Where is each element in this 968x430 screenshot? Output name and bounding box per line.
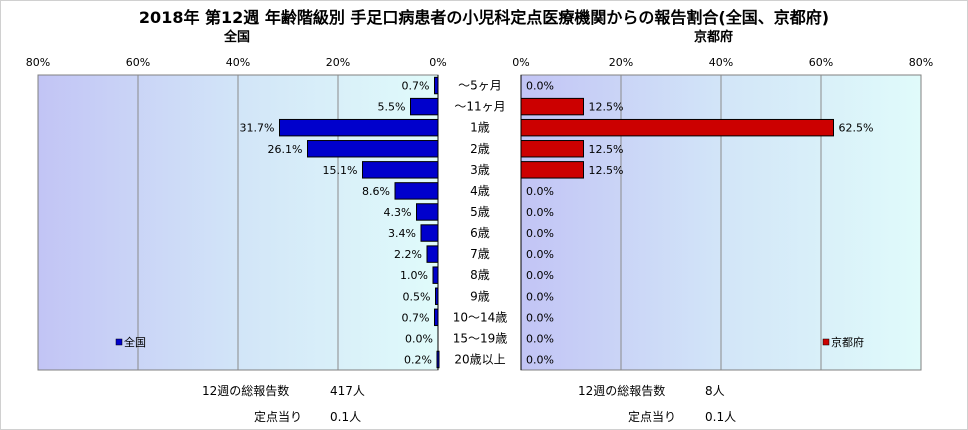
- kyoto-total-value: 8人: [705, 384, 725, 398]
- kyoto-data-label: 12.5%: [589, 164, 624, 177]
- national-data-label: 0.5%: [403, 290, 431, 303]
- kyoto-data-label: 12.5%: [589, 101, 624, 114]
- national-tick-label: 40%: [226, 56, 250, 69]
- national-bar: [434, 308, 439, 327]
- kyoto-bar: [520, 118, 834, 137]
- category-label: 4歳: [470, 184, 490, 198]
- category-label: 15～19歳: [453, 331, 508, 345]
- national-tick-label: 0%: [429, 56, 446, 69]
- national-data-label: 0.7%: [402, 80, 430, 93]
- category-label: ～11ヶ月: [454, 100, 505, 114]
- kyoto-data-label: 0.0%: [526, 185, 554, 198]
- kyoto-bar: [520, 140, 584, 158]
- category-label: 10～14歳: [453, 310, 508, 324]
- national-bar: [435, 287, 439, 305]
- national-bar: [279, 118, 439, 137]
- kyoto-legend-label: 京都府: [831, 335, 864, 349]
- kyoto-tick-label: 0%: [512, 56, 529, 69]
- national-data-label: 1.0%: [400, 269, 428, 282]
- national-data-label: 31.7%: [240, 122, 275, 135]
- national-total-value: 417人: [330, 384, 365, 398]
- category-label: 2歳: [470, 142, 490, 156]
- national-bar: [426, 245, 439, 263]
- national-tick-label: 60%: [126, 56, 150, 69]
- kyoto-bar: [520, 97, 584, 116]
- kyoto-tick-label: 20%: [609, 56, 633, 69]
- kyoto-tick-label: 80%: [909, 56, 933, 69]
- category-label: 9歳: [470, 289, 490, 303]
- chart-title: 2018年 第12週 年齢階級別 手足口病患者の小児科定点医療機関からの報告割合…: [138, 8, 830, 27]
- category-label: ～5ヶ月: [458, 79, 502, 93]
- national-bar: [436, 350, 440, 369]
- kyoto-per-value: 0.1人: [705, 410, 737, 424]
- national-bar: [410, 97, 439, 116]
- national-per-value: 0.1人: [330, 410, 362, 424]
- national-bar: [362, 161, 439, 179]
- national-bar: [394, 182, 439, 200]
- national-bar: [432, 266, 439, 284]
- kyoto-data-label: 0.0%: [526, 227, 554, 240]
- kyoto-data-label: 12.5%: [589, 143, 624, 156]
- kyoto-bar: [520, 161, 584, 179]
- kyoto-data-label: 0.0%: [526, 332, 554, 345]
- kyoto-data-label: 0.0%: [526, 269, 554, 282]
- kyoto-per-label: 定点当り: [628, 410, 677, 424]
- kyoto-data-label: 0.0%: [526, 80, 554, 93]
- national-data-label: 4.3%: [384, 206, 412, 219]
- category-label: 20歳以上: [454, 352, 505, 366]
- category-label: 7歳: [470, 247, 490, 261]
- kyoto-data-label: 0.0%: [526, 248, 554, 261]
- national-data-label: 0.0%: [405, 332, 433, 345]
- national-bar: [416, 203, 439, 221]
- category-label: 3歳: [470, 163, 490, 177]
- national-per-label: 定点当り: [254, 410, 303, 424]
- category-label: 6歳: [470, 226, 490, 240]
- national-bar: [434, 76, 439, 95]
- category-label: 8歳: [470, 268, 490, 282]
- national-tick-label: 80%: [26, 56, 50, 69]
- kyoto-tick-label: 60%: [809, 56, 833, 69]
- national-data-label: 0.7%: [402, 311, 430, 324]
- national-bar: [420, 224, 439, 242]
- national-data-label: 8.6%: [362, 185, 390, 198]
- kyoto-legend-swatch: [822, 338, 830, 346]
- kyoto-data-label: 0.0%: [526, 290, 554, 303]
- national-subtitle: 全国: [224, 30, 251, 45]
- kyoto-tick-label: 40%: [709, 56, 733, 69]
- kyoto-data-label: 0.0%: [526, 311, 554, 324]
- kyoto-data-label: 0.0%: [526, 353, 554, 366]
- national-data-label: 26.1%: [268, 143, 303, 156]
- national-bar: [307, 140, 439, 158]
- national-total-label: 12週の総報告数: [202, 384, 290, 398]
- national-data-label: 15.1%: [323, 164, 358, 177]
- kyoto-data-label: 62.5%: [839, 122, 874, 135]
- kyoto-subtitle: 京都府: [694, 30, 734, 45]
- national-data-label: 5.5%: [378, 101, 406, 114]
- national-tick-label: 20%: [326, 56, 350, 69]
- national-legend-swatch: [115, 338, 123, 346]
- national-data-label: 2.2%: [394, 248, 422, 261]
- category-label: 1歳: [470, 121, 490, 135]
- kyoto-data-label: 0.0%: [526, 206, 554, 219]
- category-label: 5歳: [470, 205, 490, 219]
- national-data-label: 3.4%: [388, 227, 416, 240]
- national-data-label: 0.2%: [404, 353, 432, 366]
- national-legend-label: 全国: [124, 335, 146, 349]
- kyoto-total-label: 12週の総報告数: [578, 384, 666, 398]
